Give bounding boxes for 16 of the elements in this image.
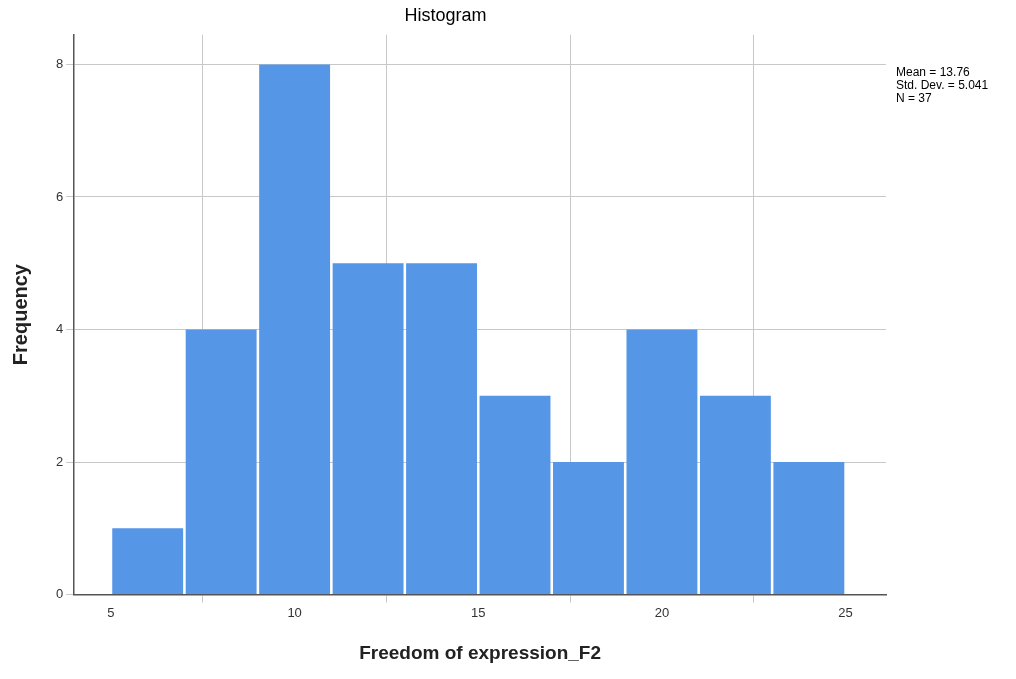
chart-title: Histogram (404, 4, 487, 25)
y-tick-label: 4 (56, 321, 64, 337)
y-tick-label: 6 (56, 188, 64, 204)
text: Mean = 13.76 (896, 64, 971, 79)
y-tick-label: 8 (56, 56, 64, 71)
x-tick-label: 10 (287, 604, 302, 620)
y-axis-title: Frequency (8, 263, 31, 366)
y-tick-label: 0 (56, 586, 64, 602)
x-tick-label: 25 (838, 604, 853, 620)
y-tick-label: 2 (56, 453, 64, 469)
x-tick-label: 15 (471, 604, 486, 620)
x-tick-label: 20 (654, 604, 670, 620)
x-axis-title: Freedom of expression_F2 (359, 641, 602, 663)
text: Std. Dev. = 5.041 (896, 77, 989, 92)
x-tick-label: 5 (107, 604, 115, 620)
text: N = 37 (896, 90, 933, 105)
